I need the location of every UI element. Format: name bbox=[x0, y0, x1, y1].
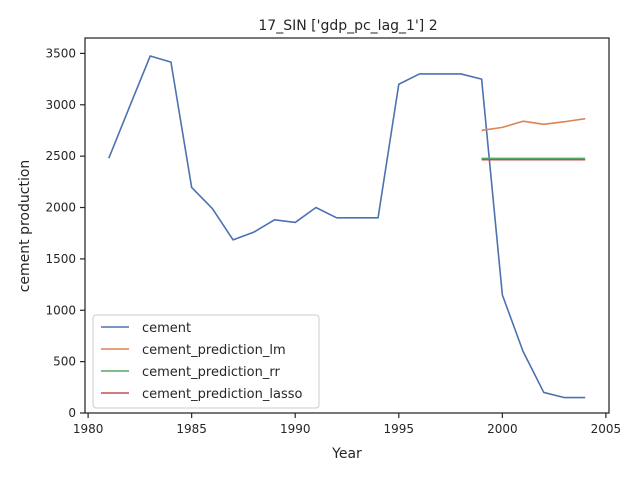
x-tick-label: 1990 bbox=[280, 422, 311, 436]
series-line-cement-prediction-lm bbox=[481, 117, 586, 132]
y-axis: 0 500 1000 1500 2000 2500 3000 3500 bbox=[45, 46, 85, 420]
y-tick-label: 1500 bbox=[45, 252, 76, 266]
y-tick-label: 3000 bbox=[45, 98, 76, 112]
x-tick-label: 2000 bbox=[487, 422, 518, 436]
series-line-cement bbox=[108, 55, 586, 399]
x-axis-label: Year bbox=[331, 446, 362, 462]
x-axis: 1980 1985 1990 1995 2000 2005 bbox=[73, 413, 621, 436]
x-tick-label: 1980 bbox=[73, 422, 104, 436]
chart-title: 17_SIN ['gdp_pc_lag_1'] 2 bbox=[258, 18, 437, 34]
y-tick-label: 3500 bbox=[45, 46, 76, 60]
x-tick-label: 1985 bbox=[176, 422, 207, 436]
legend: cement cement_prediction_lm cement_predict… bbox=[92, 314, 320, 409]
y-axis-label: cement production bbox=[17, 160, 33, 293]
plot-frame bbox=[84, 37, 610, 414]
legend-box bbox=[92, 314, 320, 409]
x-tick-label: 2005 bbox=[591, 422, 622, 436]
series-layer bbox=[108, 55, 586, 399]
y-tick-label: 0 bbox=[68, 406, 76, 420]
legend-label: cement bbox=[142, 321, 191, 336]
legend-label: cement_prediction_rr bbox=[142, 365, 280, 380]
legend-label: cement_prediction_lasso bbox=[142, 387, 302, 402]
legend-label: cement_prediction_lm bbox=[142, 343, 286, 358]
y-tick-label: 2000 bbox=[45, 201, 76, 215]
y-tick-label: 500 bbox=[53, 355, 76, 369]
y-tick-label: 1000 bbox=[45, 303, 76, 317]
y-tick-label: 2500 bbox=[45, 149, 76, 163]
x-tick-label: 1995 bbox=[384, 422, 415, 436]
